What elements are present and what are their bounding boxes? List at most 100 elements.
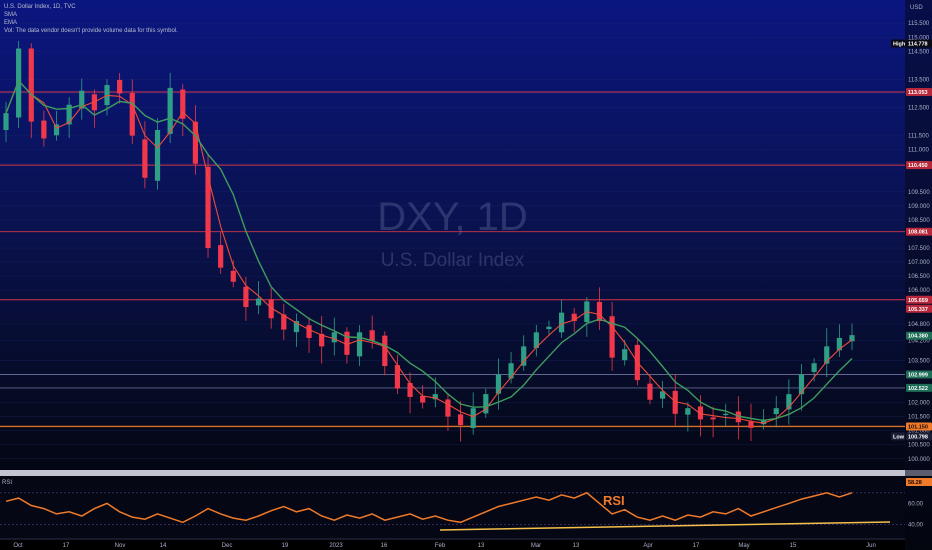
price-label-box: [906, 331, 932, 340]
price-label: 102.999: [908, 372, 928, 378]
y-tick-label: 107.000: [908, 260, 930, 266]
watermark-ticker: DXY, 1D: [377, 195, 528, 239]
y-tick-label: 106.000: [908, 288, 930, 294]
rsi-current-label-box: [906, 478, 932, 486]
candle-body-up: [533, 332, 539, 348]
candle-body-up: [811, 363, 817, 372]
candle-body-down: [218, 245, 224, 268]
x-tick-label: Oct: [13, 543, 23, 549]
price-label: 105.659: [908, 298, 928, 304]
y-tick-label: 109.500: [908, 190, 930, 196]
y-tick-label: 103.500: [908, 358, 930, 364]
candle-body-up: [432, 394, 438, 400]
price-label-box: [906, 39, 932, 48]
candle-body-down: [369, 330, 375, 341]
candle-body-down: [142, 139, 148, 178]
candles: [3, 40, 855, 442]
rsi-annotation: RSI: [603, 493, 625, 508]
candle-body-down: [647, 383, 653, 400]
price-label-box: [906, 161, 932, 170]
y-tick-label: 108.500: [908, 218, 930, 224]
candle-body-down: [596, 301, 603, 322]
candle-body-up: [66, 104, 72, 125]
x-tick-label: 15: [790, 543, 797, 549]
candle-body-down: [180, 89, 186, 119]
y-tick-label: 102.000: [908, 401, 930, 407]
price-label-box: [891, 39, 905, 48]
x-tick-label: 2023: [329, 543, 343, 549]
candle-body-down: [407, 383, 413, 397]
candle-body-down: [230, 270, 236, 282]
y-tick-label: 107.500: [908, 246, 930, 252]
x-tick-label: May: [738, 543, 749, 549]
x-tick-label: Jun: [866, 543, 876, 549]
y-tick-label: 101.500: [908, 415, 930, 421]
chart-legend: U.S. Dollar Index, 1D, TVC SMA EMA Vol: …: [4, 3, 178, 35]
y-tick-label: 100.000: [908, 457, 930, 463]
candle-body-down: [697, 406, 704, 420]
price-label-box: [906, 370, 932, 379]
x-tick-label: Nov: [115, 543, 126, 549]
x-tick-label: 16: [381, 543, 388, 549]
legend-ema[interactable]: EMA: [4, 20, 18, 26]
y-tick-label: 100.500: [908, 443, 930, 449]
candle-body-down: [672, 390, 678, 414]
candle-body-down: [28, 48, 34, 122]
candle-body-down: [129, 92, 135, 136]
candle-body-up: [761, 419, 767, 425]
y-tick-label: 112.500: [908, 106, 930, 112]
y-tick-label: 114.500: [908, 49, 930, 55]
candle-body-up: [558, 312, 565, 333]
price-label-box: [906, 304, 932, 313]
ema-line: [5, 79, 853, 422]
price-label: 104.380: [908, 334, 928, 340]
legend-symbol: U.S. Dollar Index, 1D, TVC: [4, 4, 76, 10]
candle-body-down: [319, 333, 325, 347]
candle-body-down: [281, 314, 287, 330]
x-tick-label: 14: [160, 543, 167, 549]
y-tick-label: 115.000: [908, 35, 930, 41]
legend-volume-note: Vol: The data vendor doesn't provide vol…: [4, 28, 178, 34]
y-tick-label: 104.800: [908, 322, 930, 328]
rsi-y-tick-label: 40.00: [908, 522, 924, 528]
candle-body-up: [786, 394, 792, 410]
candle-body-down: [735, 411, 741, 423]
candle-body-down: [609, 316, 615, 358]
candle-body-down: [457, 414, 464, 426]
sma-line: [5, 79, 853, 424]
candle-body-down: [268, 299, 274, 319]
price-label: 114.778: [908, 42, 928, 48]
y-tick-label: 115.500: [908, 21, 930, 27]
rsi-trendline: [439, 521, 891, 531]
price-label: High: [893, 42, 906, 48]
price-label-box: [906, 295, 932, 304]
rsi-pane-background: [0, 476, 905, 539]
price-label-box: [906, 383, 932, 392]
candle-body-down: [382, 335, 388, 367]
y-tick-label: 111.000: [908, 148, 929, 154]
y-tick-label: 104.200: [908, 339, 930, 345]
candle-body-up: [356, 332, 363, 357]
candle-body-up: [622, 349, 628, 361]
candle-body-down: [445, 399, 451, 417]
price-label-box: [906, 227, 932, 236]
price-label: 113.053: [908, 90, 928, 96]
y-tick-label: 109.000: [908, 204, 930, 210]
rsi-pane-label: RSI: [2, 480, 12, 486]
x-tick-label: Dec: [222, 543, 233, 549]
candle-body-up: [167, 87, 173, 134]
candle-body-up: [824, 346, 830, 364]
x-tick-label: Feb: [435, 543, 446, 549]
x-tick-label: 13: [478, 543, 485, 549]
candle-body-up: [154, 130, 161, 181]
legend-sma[interactable]: SMA: [4, 12, 18, 18]
candle-body-up: [685, 408, 691, 415]
candle-body-up: [546, 326, 552, 330]
candle-body-up: [16, 48, 22, 118]
candle-body-down: [192, 121, 199, 164]
candle-body-down: [243, 286, 249, 308]
candle-body-down: [41, 120, 47, 139]
watermark-name: U.S. Dollar Index: [380, 250, 525, 271]
candle-body-up: [508, 363, 514, 379]
